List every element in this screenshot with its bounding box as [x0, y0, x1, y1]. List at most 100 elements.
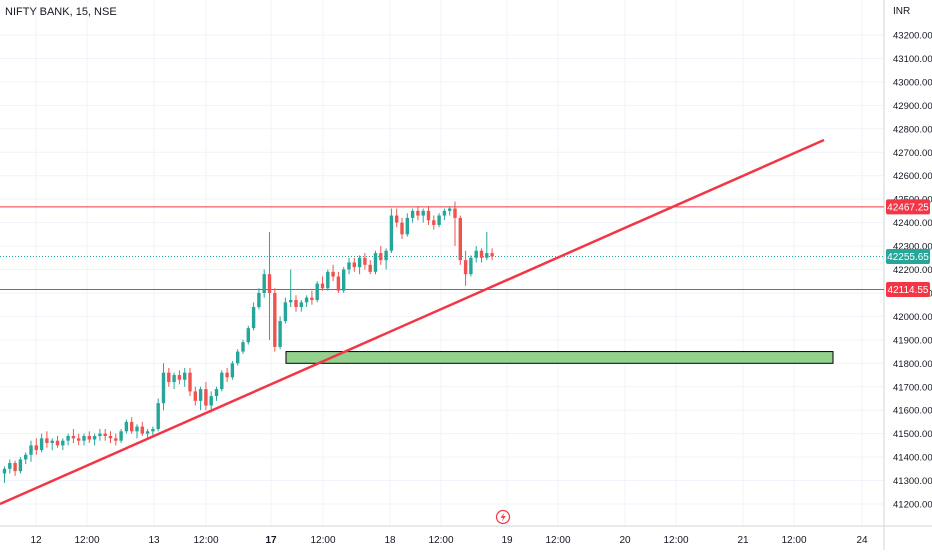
- candle: [453, 201, 457, 247]
- candle-body: [172, 375, 176, 383]
- candle-body: [469, 257, 473, 275]
- candle: [469, 255, 473, 277]
- candle: [8, 459, 12, 474]
- candle-body: [13, 462, 17, 472]
- candle: [326, 269, 330, 291]
- candle-body: [246, 328, 250, 343]
- candle-body: [225, 372, 229, 378]
- candle: [373, 250, 378, 275]
- candle: [156, 398, 160, 432]
- candle-body: [463, 260, 468, 275]
- candle: [204, 382, 208, 411]
- x-tick-label: 12:00: [428, 535, 453, 546]
- candle: [437, 213, 441, 228]
- candle: [395, 208, 399, 228]
- candle: [410, 208, 415, 223]
- candle: [177, 370, 182, 385]
- candle-body: [363, 257, 367, 265]
- candle: [273, 288, 277, 352]
- candle: [77, 433, 81, 446]
- candle-body: [66, 435, 70, 441]
- candle-body: [135, 426, 139, 432]
- candle-body: [474, 250, 478, 258]
- candle-body: [220, 372, 224, 390]
- candle-body: [24, 454, 28, 460]
- candle-body: [320, 283, 325, 289]
- candle-body: [29, 445, 33, 455]
- candle: [474, 246, 478, 263]
- candle: [145, 428, 150, 439]
- candle: [490, 248, 494, 261]
- candle-body: [442, 210, 447, 216]
- candle-body: [289, 299, 293, 303]
- candle: [82, 433, 86, 446]
- y-tick-label: 42400.00: [893, 218, 932, 229]
- candle: [183, 367, 187, 387]
- candle-body: [262, 274, 266, 293]
- candle: [24, 452, 28, 465]
- candle: [363, 253, 367, 270]
- candle: [416, 206, 420, 221]
- hline-price-label-bg: [886, 282, 930, 298]
- hline-price-label: 42467.25: [887, 202, 929, 213]
- y-tick-label: 42200.00: [893, 265, 932, 276]
- candle-body: [458, 217, 462, 261]
- candle: [278, 316, 282, 350]
- candle: [347, 257, 351, 275]
- candle-body: [214, 389, 219, 397]
- candle: [310, 290, 314, 305]
- candle: [405, 213, 409, 237]
- candle-body: [278, 321, 282, 347]
- candle-body: [2, 468, 7, 474]
- y-tick-label: 41500.00: [893, 429, 932, 440]
- x-tick-label: 12:00: [310, 535, 335, 546]
- candle-body: [119, 431, 123, 441]
- candle: [262, 269, 266, 298]
- y-tick-label: 42800.00: [893, 124, 932, 135]
- candle: [357, 255, 362, 275]
- candle: [161, 363, 166, 411]
- symbol-title: NIFTY BANK, 15, NSE: [5, 6, 117, 18]
- candle-body: [114, 438, 118, 441]
- last-price-label-bg: [886, 248, 930, 264]
- x-tick-label: 12:00: [663, 535, 688, 546]
- x-tick-label: 12:00: [545, 535, 570, 546]
- candle: [384, 248, 388, 270]
- candle: [368, 260, 372, 275]
- candle-body: [416, 210, 420, 216]
- candle-body: [193, 391, 197, 401]
- candle-body: [167, 372, 171, 383]
- candle: [87, 431, 91, 444]
- candle: [294, 295, 298, 312]
- candle: [119, 428, 123, 444]
- hline-price-label-bg: [886, 199, 930, 215]
- candle: [2, 466, 7, 483]
- x-tick-label: 13: [148, 535, 160, 546]
- candle-body: [103, 433, 107, 436]
- candle: [342, 267, 346, 293]
- candle-body: [61, 440, 65, 446]
- candle: [463, 250, 468, 286]
- candle-body: [257, 292, 261, 308]
- x-tick-label: 12:00: [74, 535, 99, 546]
- candle: [479, 248, 484, 263]
- candle-body: [82, 435, 86, 441]
- candle: [225, 367, 229, 383]
- y-tick-label: 41700.00: [893, 382, 932, 393]
- candle-body: [77, 438, 81, 441]
- candle: [198, 386, 203, 411]
- trend-line: [0, 138, 825, 506]
- candle: [45, 431, 49, 448]
- candle-body: [71, 435, 76, 439]
- y-tick-label: 42900.00: [893, 101, 932, 112]
- y-tick-label: 41300.00: [893, 476, 932, 487]
- candle-body: [453, 208, 457, 218]
- candle: [98, 428, 102, 441]
- candle: [193, 386, 197, 406]
- candle: [304, 295, 309, 308]
- candle-body: [426, 210, 431, 221]
- candle-body: [336, 276, 341, 291]
- candle-body: [421, 210, 425, 216]
